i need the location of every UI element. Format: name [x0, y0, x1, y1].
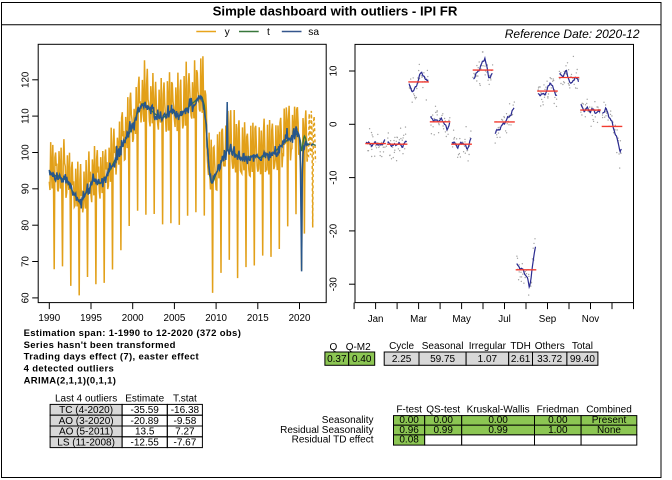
svg-text:2005: 2005	[164, 313, 186, 324]
svg-text:0.00: 0.00	[488, 415, 508, 426]
svg-text:1995: 1995	[80, 313, 102, 324]
svg-text:Seasonality: Seasonality	[322, 415, 374, 426]
svg-text:y: y	[225, 27, 231, 38]
svg-text:None: None	[597, 425, 621, 436]
svg-text:-7.67: -7.67	[174, 437, 197, 448]
svg-text:110: 110	[21, 108, 32, 124]
svg-text:Estimate: Estimate	[125, 393, 164, 404]
svg-text:1.07: 1.07	[478, 354, 498, 365]
svg-text:Trading days effect (7), easte: Trading days effect (7), easter effect	[24, 352, 200, 363]
svg-text:Last 4 outliers: Last 4 outliers	[55, 393, 117, 404]
svg-text:LS (11-2008): LS (11-2008)	[57, 437, 115, 448]
svg-text:Sep: Sep	[539, 314, 557, 325]
svg-text:AO (3-2020): AO (3-2020)	[59, 416, 114, 427]
svg-text:70: 70	[21, 256, 32, 267]
svg-text:90: 90	[21, 183, 32, 194]
svg-text:10: 10	[328, 65, 339, 76]
svg-text:Q: Q	[330, 342, 338, 353]
svg-text:AO (5-2011): AO (5-2011)	[59, 427, 113, 438]
svg-text:Irregular: Irregular	[469, 341, 507, 352]
svg-text:100: 100	[21, 144, 32, 161]
svg-text:Reference Date: 2020-12: Reference Date: 2020-12	[505, 27, 640, 41]
svg-text:Simple dashboard with outliers: Simple dashboard with outliers - IPI FR	[213, 3, 458, 18]
svg-text:-12.55: -12.55	[131, 437, 160, 448]
svg-text:0.37: 0.37	[327, 354, 347, 365]
svg-text:T.stat: T.stat	[173, 393, 197, 404]
svg-text:Series hasn't been transformed: Series hasn't been transformed	[24, 340, 176, 351]
svg-text:-10: -10	[328, 170, 339, 185]
svg-text:Kruskal-Wallis: Kruskal-Wallis	[467, 405, 530, 416]
svg-text:Residual TD effect: Residual TD effect	[292, 435, 374, 446]
svg-text:1990: 1990	[38, 313, 60, 324]
svg-text:Cycle: Cycle	[389, 341, 414, 352]
svg-text:1.00: 1.00	[548, 425, 568, 436]
svg-text:Nov: Nov	[582, 314, 600, 325]
svg-text:0.08: 0.08	[399, 435, 419, 446]
svg-text:2015: 2015	[247, 313, 269, 324]
svg-text:Residual Seasonality: Residual Seasonality	[280, 425, 373, 436]
svg-text:0.00: 0.00	[433, 415, 453, 426]
svg-text:2010: 2010	[205, 313, 227, 324]
svg-text:-30: -30	[328, 277, 339, 292]
svg-text:-35.59: -35.59	[131, 405, 160, 416]
svg-text:60: 60	[21, 292, 32, 303]
svg-text:Q-M2: Q-M2	[346, 342, 371, 353]
svg-text:Friedman: Friedman	[537, 405, 579, 416]
svg-text:59.75: 59.75	[430, 354, 455, 365]
svg-text:7.27: 7.27	[175, 427, 195, 438]
svg-text:0.96: 0.96	[399, 425, 419, 436]
svg-text:2.25: 2.25	[392, 354, 412, 365]
svg-text:0.00: 0.00	[399, 415, 419, 426]
svg-text:0.99: 0.99	[488, 425, 508, 436]
svg-text:13.5: 13.5	[135, 427, 155, 438]
svg-text:Total: Total	[572, 341, 593, 352]
svg-text:Jan: Jan	[368, 314, 384, 325]
svg-text:120: 120	[21, 71, 32, 88]
svg-text:80: 80	[21, 219, 32, 230]
svg-text:4 detected outliers: 4 detected outliers	[24, 363, 115, 374]
svg-text:-20: -20	[328, 223, 339, 238]
svg-text:May: May	[452, 314, 471, 325]
svg-text:-20.89: -20.89	[131, 416, 160, 427]
svg-text:Seasonal: Seasonal	[422, 341, 464, 352]
svg-text:-9.58: -9.58	[174, 416, 197, 427]
svg-text:2020: 2020	[289, 313, 311, 324]
svg-text:-16.38: -16.38	[171, 405, 200, 416]
svg-text:t: t	[267, 27, 270, 38]
svg-text:0.40: 0.40	[352, 354, 372, 365]
svg-text:99.40: 99.40	[570, 354, 595, 365]
svg-text:Jul: Jul	[498, 314, 511, 325]
svg-text:0.99: 0.99	[433, 425, 453, 436]
svg-text:QS-test: QS-test	[426, 405, 460, 416]
svg-text:2.61: 2.61	[511, 354, 531, 365]
svg-text:sa: sa	[308, 27, 319, 38]
svg-text:F-test: F-test	[396, 405, 422, 416]
svg-text:Estimation span: 1-1990 to 12-: Estimation span: 1-1990 to 12-2020 (372 …	[24, 328, 242, 339]
svg-text:33.72: 33.72	[537, 354, 562, 365]
svg-text:2000: 2000	[122, 313, 144, 324]
svg-text:TC (4-2020): TC (4-2020)	[59, 405, 113, 416]
svg-text:Present: Present	[592, 415, 627, 426]
svg-text:0.00: 0.00	[548, 415, 568, 426]
svg-text:0: 0	[328, 121, 339, 127]
svg-text:ARIMA(2,1,1)(0,1,1): ARIMA(2,1,1)(0,1,1)	[24, 375, 117, 386]
svg-text:Combined: Combined	[586, 405, 632, 416]
svg-text:Others: Others	[535, 341, 565, 352]
svg-text:Mar: Mar	[410, 314, 428, 325]
svg-text:TDH: TDH	[510, 341, 531, 352]
